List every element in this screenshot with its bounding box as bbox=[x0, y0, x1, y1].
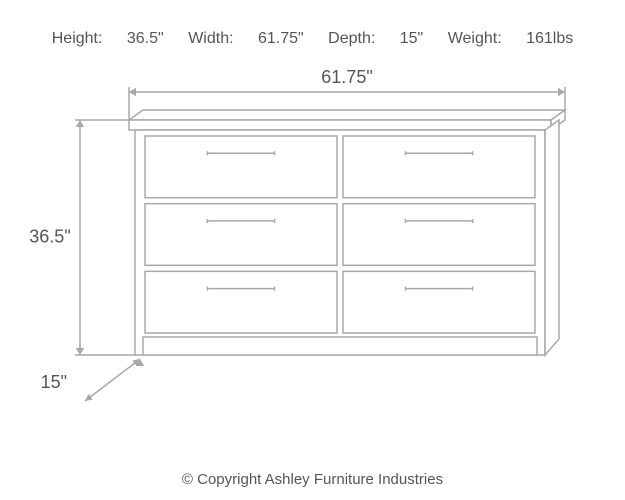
width-value: 61.75" bbox=[258, 30, 304, 47]
svg-text:36.5": 36.5" bbox=[29, 226, 70, 246]
dresser-diagram: 61.75" 36.5" 15" bbox=[0, 60, 625, 460]
weight-label: Weight: bbox=[448, 30, 502, 47]
height-label: Height: bbox=[52, 30, 103, 47]
height-value: 36.5" bbox=[127, 30, 164, 47]
depth-value: 15" bbox=[400, 30, 423, 47]
weight-value: 161lbs bbox=[526, 30, 573, 47]
svg-text:61.75": 61.75" bbox=[321, 67, 372, 87]
svg-text:15": 15" bbox=[41, 372, 67, 392]
depth-label: Depth: bbox=[328, 30, 375, 47]
copyright: © Copyright Ashley Furniture Industries bbox=[0, 471, 625, 488]
width-label: Width: bbox=[188, 30, 233, 47]
spec-header: Height: 36.5" Width: 61.75" Depth: 15" W… bbox=[0, 30, 625, 48]
diagram-area: 61.75" 36.5" 15" bbox=[0, 60, 625, 460]
